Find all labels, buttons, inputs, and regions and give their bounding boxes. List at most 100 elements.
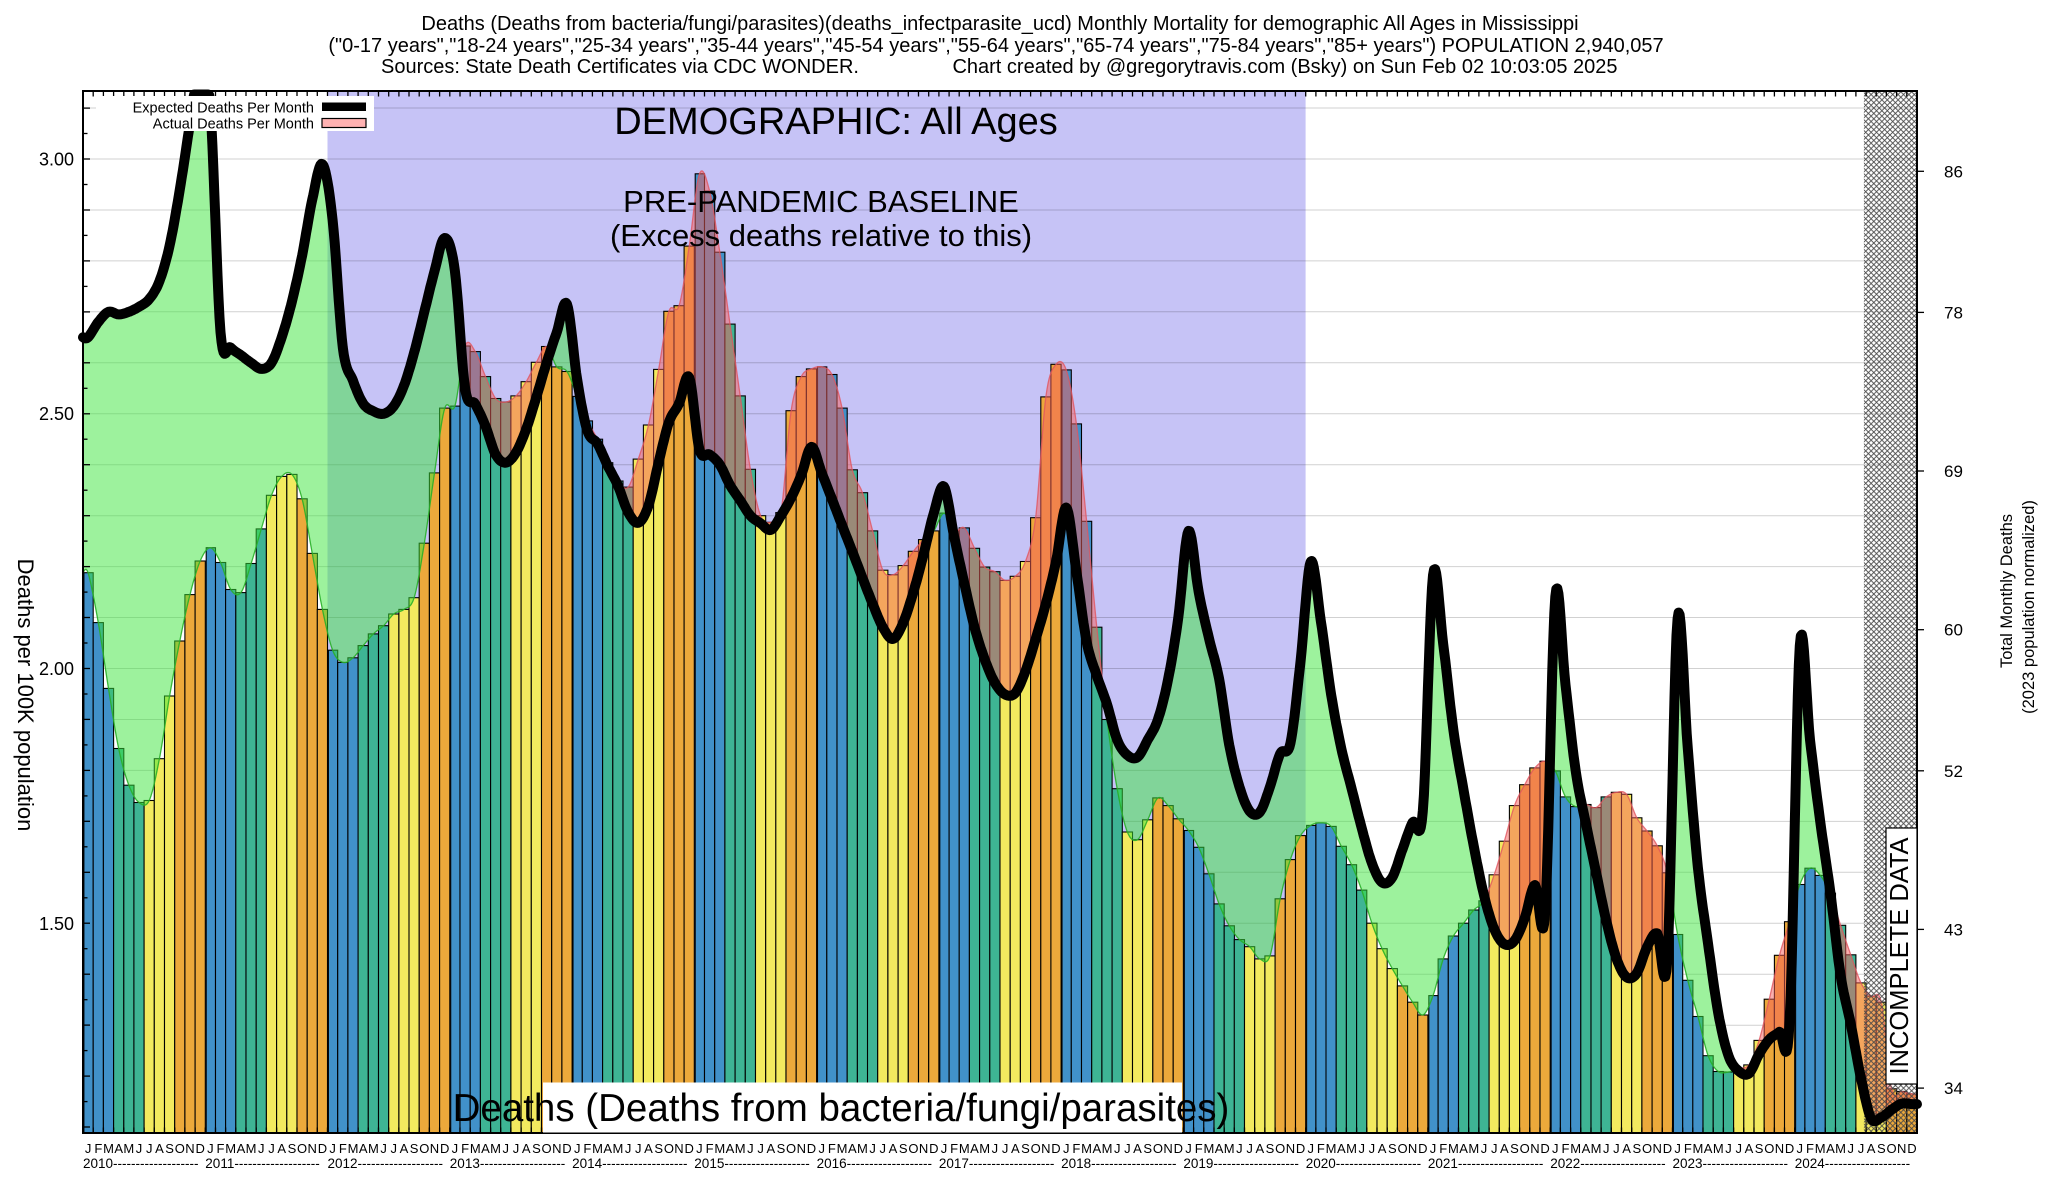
svg-text:Deaths (Deaths from bacteria/f: Deaths (Deaths from bacteria/fungi/paras… — [453, 1087, 1230, 1130]
svg-text:D: D — [929, 1141, 938, 1156]
svg-text:S: S — [1266, 1141, 1275, 1156]
svg-text:J: J — [1797, 1141, 1804, 1156]
svg-text:A: A — [1745, 1141, 1754, 1156]
svg-text:M: M — [592, 1141, 603, 1156]
svg-text:Total Monthly Deaths: Total Monthly Deaths — [1998, 514, 2016, 668]
svg-text:O: O — [786, 1141, 796, 1156]
svg-text:O: O — [1764, 1141, 1774, 1156]
svg-text:O: O — [1642, 1141, 1652, 1156]
svg-text:2020-------------------: 2020------------------- — [1306, 1156, 1421, 1171]
svg-text:D: D — [1174, 1141, 1183, 1156]
svg-text:O: O — [1886, 1141, 1896, 1156]
svg-text:N: N — [1408, 1141, 1417, 1156]
svg-text:M: M — [1224, 1141, 1235, 1156]
svg-text:D: D — [1051, 1141, 1060, 1156]
svg-text:O: O — [542, 1141, 552, 1156]
svg-text:J: J — [1002, 1141, 1009, 1156]
svg-text:O: O — [1520, 1141, 1530, 1156]
svg-text:J: J — [1430, 1141, 1437, 1156]
svg-text:2018-------------------: 2018------------------- — [1061, 1156, 1176, 1171]
svg-text:M: M — [959, 1141, 970, 1156]
svg-text:A: A — [726, 1141, 735, 1156]
svg-text:D: D — [807, 1141, 816, 1156]
svg-text:M: M — [1692, 1141, 1703, 1156]
svg-text:S: S — [1388, 1141, 1397, 1156]
svg-text:Deaths (Deaths from bacteria/f: Deaths (Deaths from bacteria/fungi/paras… — [421, 13, 1578, 35]
svg-text:Sources: State Death Certifica: Sources: State Death Certificates via CD… — [381, 56, 859, 78]
svg-text:N: N — [919, 1141, 928, 1156]
svg-text:J: J — [1358, 1141, 1365, 1156]
svg-text:(Excess deaths relative to thi: (Excess deaths relative to this) — [610, 218, 1032, 253]
svg-text:M: M — [348, 1141, 359, 1156]
svg-text:M: M — [470, 1141, 481, 1156]
svg-text:F: F — [583, 1141, 591, 1156]
svg-text:O: O — [1031, 1141, 1041, 1156]
svg-text:J: J — [1114, 1141, 1121, 1156]
svg-text:N: N — [1163, 1141, 1172, 1156]
svg-text:N: N — [1653, 1141, 1662, 1156]
svg-text:A: A — [1337, 1141, 1346, 1156]
svg-text:A: A — [1011, 1141, 1020, 1156]
svg-text:S: S — [1877, 1141, 1886, 1156]
svg-text:N: N — [1897, 1141, 1906, 1156]
svg-text:A: A — [1133, 1141, 1142, 1156]
svg-text:M: M — [225, 1141, 236, 1156]
svg-text:O: O — [1275, 1141, 1285, 1156]
svg-text:M: M — [490, 1141, 501, 1156]
svg-text:M: M — [1835, 1141, 1846, 1156]
svg-text:D: D — [685, 1141, 694, 1156]
svg-text:69: 69 — [1944, 462, 1963, 481]
svg-text:J: J — [1481, 1141, 1488, 1156]
svg-text:J: J — [1674, 1141, 1681, 1156]
svg-text:J: J — [818, 1141, 825, 1156]
svg-text:("0-17 years","18-24 years","2: ("0-17 years","18-24 years","25-34 years… — [328, 35, 1663, 57]
svg-text:S: S — [1143, 1141, 1152, 1156]
svg-text:F: F — [1317, 1141, 1325, 1156]
svg-text:J: J — [268, 1141, 275, 1156]
svg-text:M: M — [837, 1141, 848, 1156]
svg-text:A: A — [1378, 1141, 1387, 1156]
svg-text:J: J — [258, 1141, 265, 1156]
svg-text:A: A — [970, 1141, 979, 1156]
svg-text:F: F — [1439, 1141, 1447, 1156]
svg-text:D: D — [1663, 1141, 1672, 1156]
svg-text:F: F — [94, 1141, 102, 1156]
svg-text:F: F — [1806, 1141, 1814, 1156]
svg-text:M: M — [1081, 1141, 1092, 1156]
svg-text:O: O — [1153, 1141, 1163, 1156]
svg-text:S: S — [654, 1141, 663, 1156]
svg-text:F: F — [1684, 1141, 1692, 1156]
svg-text:2024-------------------: 2024------------------- — [1795, 1156, 1910, 1171]
svg-text:J: J — [696, 1141, 703, 1156]
svg-text:2022-------------------: 2022------------------- — [1550, 1156, 1665, 1171]
svg-text:M: M — [246, 1141, 257, 1156]
svg-text:A: A — [1215, 1141, 1224, 1156]
svg-text:Chart created by @gregorytravi: Chart created by @gregorytravis.com (Bsk… — [952, 56, 1617, 78]
svg-text:J: J — [869, 1141, 876, 1156]
svg-text:M: M — [1203, 1141, 1214, 1156]
svg-text:M: M — [1468, 1141, 1479, 1156]
svg-text:A: A — [1826, 1141, 1835, 1156]
svg-text:1.50: 1.50 — [39, 914, 74, 934]
svg-text:34: 34 — [1944, 1079, 1963, 1098]
svg-text:M: M — [368, 1141, 379, 1156]
svg-text:A: A — [1582, 1141, 1591, 1156]
svg-text:M: M — [1815, 1141, 1826, 1156]
svg-text:J: J — [1236, 1141, 1243, 1156]
svg-text:PRE-PANDEMIC BASELINE: PRE-PANDEMIC BASELINE — [623, 184, 1019, 219]
svg-text:A: A — [155, 1141, 164, 1156]
svg-text:J: J — [380, 1141, 387, 1156]
svg-text:Expected Deaths Per Month: Expected Deaths Per Month — [133, 101, 314, 117]
svg-text:O: O — [1397, 1141, 1407, 1156]
svg-text:S: S — [899, 1141, 908, 1156]
svg-text:D: D — [1296, 1141, 1305, 1156]
svg-text:J: J — [1848, 1141, 1855, 1156]
svg-text:A: A — [603, 1141, 612, 1156]
svg-text:S: S — [288, 1141, 297, 1156]
svg-text:J: J — [1725, 1141, 1732, 1156]
svg-text:2012-------------------: 2012------------------- — [328, 1156, 443, 1171]
svg-text:2016-------------------: 2016------------------- — [817, 1156, 932, 1171]
svg-text:F: F — [339, 1141, 347, 1156]
svg-text:N: N — [185, 1141, 194, 1156]
svg-text:D: D — [1907, 1141, 1916, 1156]
